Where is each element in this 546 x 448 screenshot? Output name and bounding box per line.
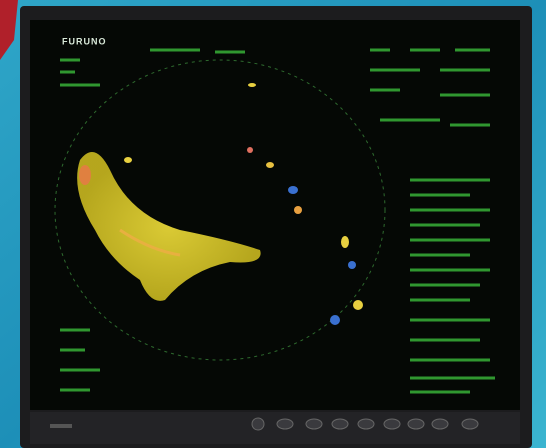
model-label	[50, 424, 72, 428]
buttons	[251, 417, 479, 431]
button[interactable]	[305, 418, 323, 430]
red-corner	[0, 0, 18, 60]
button[interactable]	[357, 418, 375, 430]
land-echo	[77, 152, 261, 301]
button[interactable]	[461, 418, 479, 430]
echo	[288, 186, 298, 194]
button[interactable]	[331, 418, 349, 430]
echo	[341, 236, 349, 248]
button[interactable]	[383, 418, 401, 430]
echo	[247, 147, 253, 153]
echo	[79, 165, 91, 185]
echo	[266, 162, 274, 168]
land-echo-edge	[119, 228, 181, 257]
button[interactable]	[407, 418, 425, 430]
brand-logo: FURUNO	[62, 36, 107, 46]
echo	[330, 315, 340, 325]
control-bar	[30, 412, 520, 444]
echo	[353, 300, 363, 310]
echo	[248, 83, 256, 87]
echo	[294, 206, 302, 214]
echo	[348, 261, 356, 269]
power-button[interactable]	[251, 417, 265, 431]
readout-text	[60, 48, 495, 394]
range-ring	[54, 59, 386, 361]
button[interactable]	[276, 418, 294, 430]
button[interactable]	[431, 418, 449, 430]
echo	[124, 157, 132, 163]
